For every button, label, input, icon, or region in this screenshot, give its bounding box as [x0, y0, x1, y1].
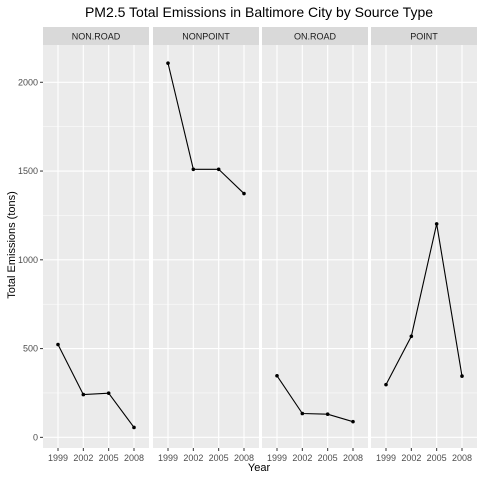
data-point: [434, 222, 439, 226]
data-point: [166, 61, 170, 65]
x-tick-label: 2002: [401, 453, 421, 463]
data-point: [460, 374, 464, 378]
data-point: [325, 412, 330, 416]
chart-title: PM2.5 Total Emissions in Baltimore City …: [85, 4, 433, 20]
facet-strip-label: NON.ROAD: [72, 32, 121, 42]
y-axis: 0 500 1000 1500 2000: [18, 77, 43, 442]
x-tick-label: 2005: [318, 453, 338, 463]
x-tick-label: 2002: [73, 453, 93, 463]
facet-strip: [43, 27, 149, 45]
x-tick-label: 2002: [292, 453, 312, 463]
facet-strip: [262, 27, 368, 45]
x-tick-label: 2005: [99, 453, 119, 463]
series-line: [167, 63, 245, 194]
data-point: [384, 382, 388, 387]
data-point: [191, 167, 196, 172]
x-tick-label: 2005: [427, 453, 447, 463]
data-point: [56, 342, 60, 347]
data-point: [242, 191, 246, 196]
y-axis-title: Total Emissions (tons): [6, 191, 18, 299]
x-tick-label: 1999: [158, 453, 178, 463]
facet-strip-label: POINT: [410, 32, 438, 42]
facet-panel-point: POINT 1999 2002 2005 2008: [371, 27, 477, 463]
data-point: [300, 411, 305, 416]
facet-strip: [153, 27, 259, 45]
data-point: [81, 392, 86, 397]
facet-panel-non-road: NON.ROAD 1999 2002 2005 2008: [43, 27, 149, 463]
x-tick-label: 1999: [267, 453, 287, 463]
y-tick-label: 1000: [18, 255, 38, 265]
data-point: [216, 167, 221, 172]
x-axis-title: Year: [248, 462, 271, 474]
x-tick-label: 2002: [183, 453, 203, 463]
data-point: [409, 334, 414, 339]
y-tick-label: 2000: [18, 77, 38, 87]
facet-panel-on-road: ON.ROAD 1999 2002 2005 2008: [262, 27, 368, 463]
x-tick-label: 2005: [209, 453, 229, 463]
facet-panels: NON.ROAD 1999 2002 2005 2008 NONPOINT 1999 2002…: [43, 27, 477, 463]
series-line: [57, 344, 135, 428]
panel-background: [371, 45, 477, 448]
panel-background: [262, 45, 368, 448]
x-tick-label: 2008: [124, 453, 144, 463]
data-point: [132, 425, 136, 430]
panel-background: [153, 45, 259, 448]
y-tick-label: 1500: [18, 166, 38, 176]
y-tick-label: 0: [33, 432, 38, 442]
series-line: [385, 223, 463, 385]
facet-strip-label: NONPOINT: [182, 32, 230, 42]
data-point: [106, 391, 111, 395]
x-tick-label: 2008: [452, 453, 472, 463]
data-point: [351, 419, 355, 424]
x-tick-label: 1999: [376, 453, 396, 463]
x-tick-label: 2008: [343, 453, 363, 463]
panel-background: [43, 45, 149, 448]
data-point: [275, 373, 279, 378]
x-tick-label: 1999: [48, 453, 68, 463]
facet-panel-nonpoint: NONPOINT 1999 2002 2005 2008: [153, 27, 259, 463]
facet-strip: [371, 27, 477, 45]
facet-strip-label: ON.ROAD: [294, 32, 337, 42]
x-tick-label: 2008: [234, 453, 254, 463]
y-tick-label: 500: [23, 344, 38, 354]
series-line: [276, 375, 354, 423]
